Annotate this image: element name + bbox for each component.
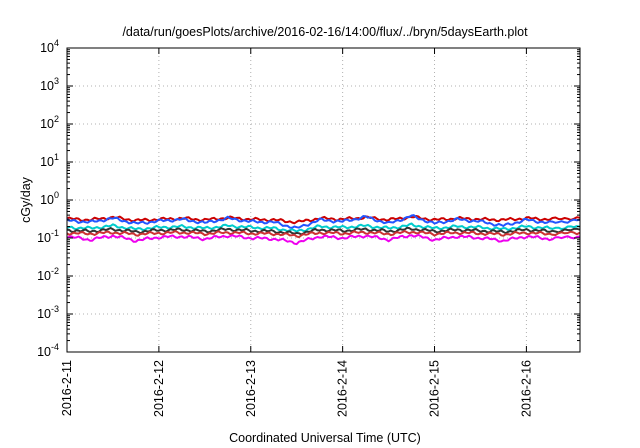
x-axis-label: Coordinated Universal Time (UTC) bbox=[229, 431, 421, 445]
y-tick-label: 100 bbox=[40, 190, 59, 207]
y-tick-label: 10-2 bbox=[37, 266, 59, 283]
series-line-2 bbox=[66, 214, 581, 229]
series-group bbox=[66, 214, 581, 246]
y-axis-label: cGy/day bbox=[19, 176, 33, 223]
x-tick-label: 2016-2-14 bbox=[336, 360, 350, 417]
y-tick-label: 102 bbox=[40, 114, 59, 131]
chart-title: /data/run/goesPlots/archive/2016-02-16/1… bbox=[122, 25, 528, 39]
series-line-5 bbox=[66, 230, 581, 239]
series-line-6 bbox=[66, 233, 581, 246]
x-tick-label: 2016-2-16 bbox=[519, 360, 533, 417]
axes: 10-4 10-3 10-2 10-1 100 101 102 103 104 2016-2-11… bbox=[37, 38, 581, 417]
x-tick-label: 2016-2-13 bbox=[244, 360, 258, 417]
x-tick-label: 2016-2-15 bbox=[428, 360, 442, 417]
y-tick-label: 103 bbox=[40, 76, 59, 93]
y-tick-label: 101 bbox=[40, 152, 59, 169]
y-tick-label: 10-3 bbox=[37, 304, 59, 321]
grid bbox=[66, 47, 580, 353]
y-tick-label: 104 bbox=[40, 38, 59, 55]
y-tick-label: 10-1 bbox=[37, 228, 59, 245]
series-line-3 bbox=[66, 222, 581, 233]
x-tick-label: 2016-2-12 bbox=[152, 360, 166, 417]
y-tick-label: 10-4 bbox=[37, 342, 59, 359]
plot-frame bbox=[66, 47, 581, 353]
x-tick-label: 2016-2-11 bbox=[60, 360, 74, 416]
